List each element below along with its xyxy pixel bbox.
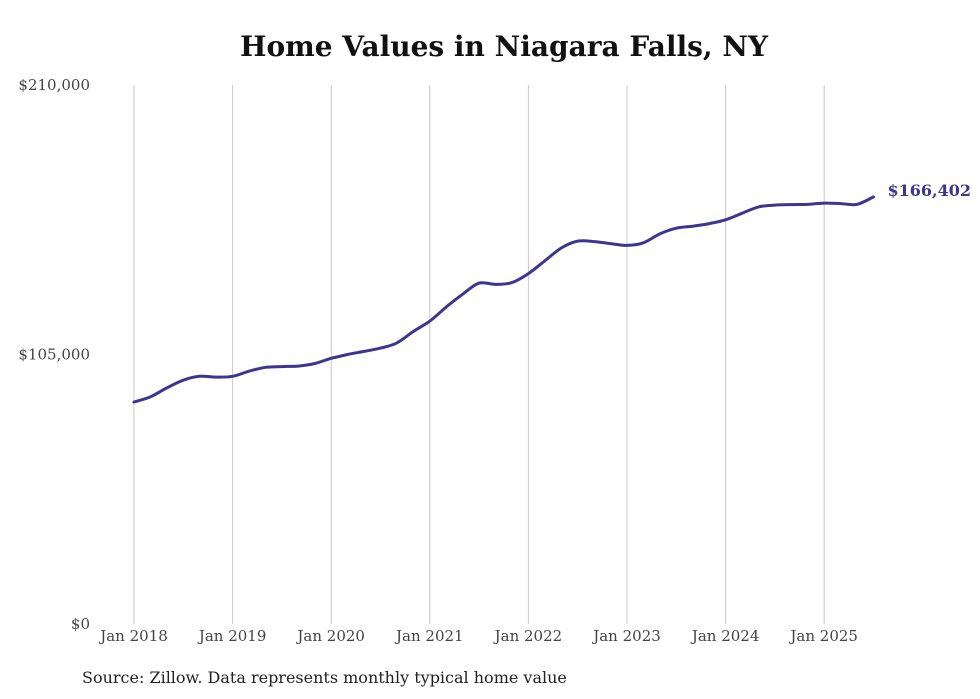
x-tick-label: Jan 2022	[493, 627, 563, 645]
series-line-home-value	[132, 195, 875, 404]
x-tick-label: Jan 2024	[690, 627, 760, 645]
line-chart: $0$105,000$210,000 Jan 2018 Jan 2019 Jan 2…	[18, 76, 972, 645]
x-tick-label: Jan 2019	[197, 627, 267, 645]
end-value-label: $166,402	[888, 181, 972, 200]
chart-title: Home Values in Niagara Falls, NY	[239, 30, 769, 63]
x-tick-label: Jan 2021	[394, 627, 464, 645]
gridlines	[133, 85, 825, 624]
y-tick-label: $105,000	[18, 346, 90, 364]
x-tick-label: Jan 2025	[788, 627, 858, 645]
x-axis-ticks: Jan 2018 Jan 2019 Jan 2020 Jan 2021 Jan 2022…	[98, 627, 858, 645]
y-tick-label: $210,000	[18, 76, 90, 94]
x-tick-label: Jan 2023	[591, 627, 661, 645]
y-axis-ticks: $0 $105,000 $210,000	[18, 76, 90, 633]
x-tick-label: Jan 2020	[295, 627, 365, 645]
y-tick-label: $0	[71, 615, 90, 633]
series-layer	[132, 195, 875, 404]
x-tick-label: Jan 2018	[98, 627, 168, 645]
source-note: Source: Zillow. Data represents monthly …	[82, 668, 567, 687]
